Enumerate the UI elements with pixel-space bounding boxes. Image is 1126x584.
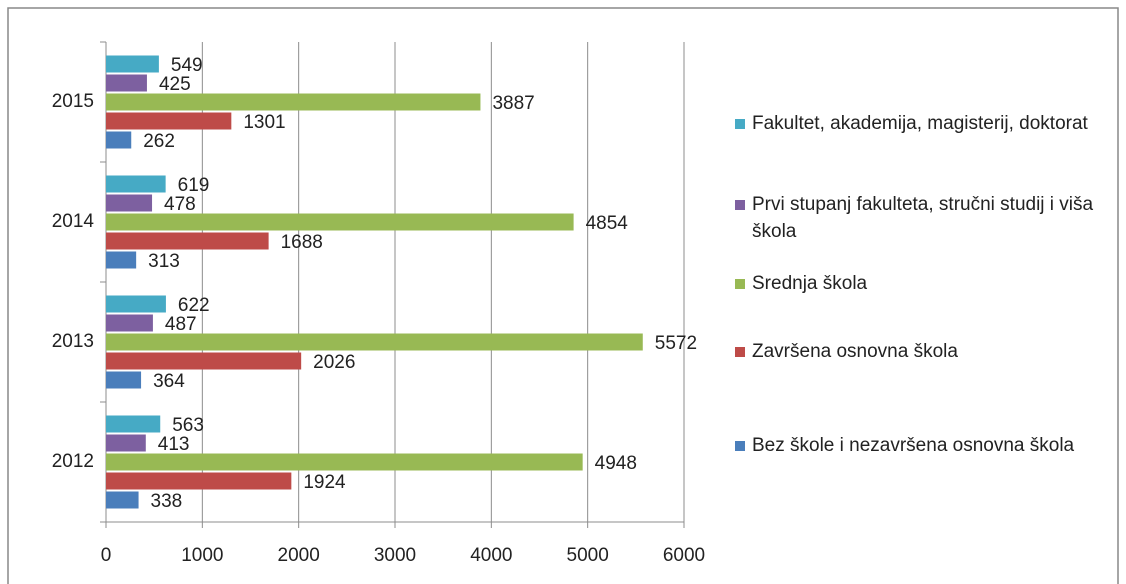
x-tick-label: 3000 [374,545,416,566]
data-label: 413 [158,434,190,455]
legend-item: Bez škole i nezavršena osnovna škola [735,432,1102,459]
bar [106,453,583,471]
bar [106,352,302,370]
data-label: 364 [153,371,185,392]
legend-label: Završena osnovna škola [752,341,958,362]
bar [106,74,147,92]
data-label: 2026 [313,352,355,373]
bar [106,251,137,269]
data-label: 4854 [586,213,629,234]
data-label: 262 [143,131,175,152]
x-tick-label: 4000 [470,545,512,566]
legend-swatch [735,441,745,451]
x-tick-label: 0 [101,545,112,566]
legend-label: Fakultet, akademija, magisterij, doktora… [752,113,1088,134]
bar [106,194,153,212]
data-label: 313 [148,251,180,272]
legend-swatch [735,347,745,357]
legend-swatch [735,119,745,129]
data-label: 1301 [243,112,285,133]
legend-label: Srednja škola [752,273,868,294]
legend-swatch [735,200,745,210]
data-label: 1924 [303,472,346,493]
frame [7,7,1119,584]
bar [106,371,142,389]
data-label: 619 [178,175,210,196]
data-label: 4948 [595,453,637,474]
data-label: 425 [159,74,191,95]
bar [106,232,269,250]
legend-swatch [735,279,745,289]
bar [106,314,153,332]
bar [106,131,132,149]
x-tick-label: 5000 [567,545,609,566]
data-label: 338 [151,491,183,512]
data-label: 5572 [655,333,697,354]
bar [106,434,146,452]
data-label: 563 [172,415,204,436]
bar [106,295,166,313]
data-label: 3887 [492,93,534,114]
bar [106,55,159,73]
y-tick-label: 2015 [52,91,94,112]
bar [106,213,574,231]
bar [106,472,292,490]
bar [106,175,166,193]
x-tick-label: 1000 [181,545,223,566]
legend-item: Završena osnovna škola [735,338,1102,365]
y-tick-label: 2014 [52,211,95,232]
data-label: 1688 [281,232,323,253]
bar [106,415,161,433]
bar [106,112,232,130]
legend-label: Prvi stupanj fakulteta, stručni studij i… [752,194,1094,242]
legend-item: Fakultet, akademija, magisterij, doktora… [735,110,1102,137]
bar [106,491,139,509]
data-label: 549 [171,55,203,76]
bar [106,93,481,111]
legend-item: Prvi stupanj fakulteta, stručni studij i… [735,191,1102,245]
x-tick-label: 2000 [278,545,320,566]
legend-item: Srednja škola [735,270,1102,297]
data-label: 478 [164,194,196,215]
data-label: 487 [165,314,197,335]
y-tick-label: 2013 [52,331,94,352]
legend-label: Bez škole i nezavršena osnovna škola [752,435,1075,456]
bar [106,333,643,351]
y-tick-label: 2012 [52,451,94,472]
x-tick-label: 6000 [663,545,705,566]
data-label: 622 [178,295,210,316]
